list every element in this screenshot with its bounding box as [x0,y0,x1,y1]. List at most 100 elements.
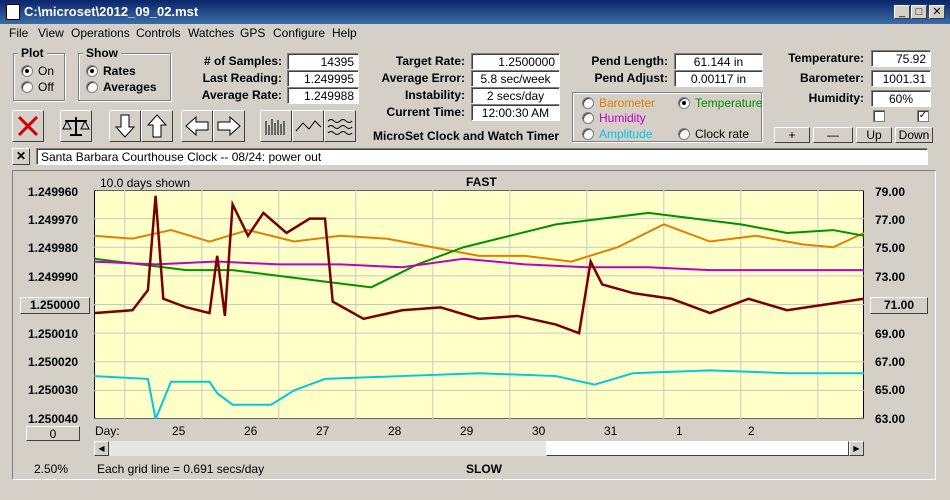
scroll-left-button[interactable]: ◀ [94,441,109,456]
menu-help[interactable]: Help [332,26,357,40]
arrow-down-icon [114,114,136,138]
zero-button[interactable]: 0 [26,426,80,441]
temperature-radio[interactable] [678,97,690,109]
temperature-field: 75.92 [871,50,931,67]
show-group-title: Show [83,46,121,60]
menu-controls[interactable]: Controls [136,26,181,40]
current-time-field: 12:00:30 AM [471,104,560,121]
clear-note-button[interactable]: ✕ [12,148,30,165]
instability-label: Instability: [404,88,465,102]
arrow-up-icon [146,114,168,138]
move-left-button[interactable] [181,110,213,142]
y-tick-left: 1.249970 [28,213,79,227]
days-shown-label: 10.0 days shown [100,176,191,190]
y-tick-left: 1.250030 [28,383,79,397]
note-field[interactable]: Santa Barbara Courthouse Clock -- 08/24:… [36,148,928,165]
humidity-radio[interactable] [582,112,594,124]
move-up-button[interactable] [141,110,173,142]
y-tick-left: 1.250020 [28,355,79,369]
clock-rate-option: Clock rate [695,127,750,141]
amplitude-radio[interactable] [582,128,594,140]
day-axis-label: Day: [95,424,120,438]
barometer-field: 1001.31 [871,70,931,87]
y-tick-right: 67.00 [875,355,906,369]
line-chart-icon [295,120,322,132]
plot-off-radio[interactable] [21,81,33,93]
barometer-option: Barometer [599,96,656,110]
samples-label: # of Samples: [203,54,282,68]
show-rates-radio[interactable] [86,65,98,77]
slow-label: SLOW [466,462,502,476]
bars-icon [265,119,285,135]
series-line [94,257,864,272]
app-icon [6,4,20,20]
pend-length-field: 61.144 in [674,53,763,70]
app-label: MicroSet Clock and Watch Timer [373,129,560,143]
up-button[interactable]: Up [856,127,892,143]
balance-button[interactable] [60,110,92,142]
current-time-label: Current Time: [386,105,465,119]
y-tick-right: 69.00 [875,327,906,341]
plus-button[interactable]: + [774,127,810,143]
y-tick-right: 65.00 [875,383,906,397]
humidity-label: Humidity: [808,91,864,105]
minus-button[interactable]: — [813,127,853,143]
chart-svg [94,190,864,419]
move-down-button[interactable] [109,110,141,142]
x-tick: 26 [244,424,258,438]
average-rate-label: Average Rate: [201,88,282,102]
clock-rate-radio[interactable] [678,128,690,140]
wave-view-button[interactable] [324,110,356,142]
menu-gps[interactable]: GPS [240,26,266,40]
y-tick-left: 1.250040 [28,412,79,426]
line-view-button[interactable] [292,110,324,142]
left-axis-button[interactable]: 1.250000 [20,297,90,314]
plot-on-label: On [38,64,55,78]
temperature-option: Temperature [695,96,763,110]
show-averages-radio[interactable] [86,81,98,93]
menu-file[interactable]: File [9,26,29,40]
show-rates-label: Rates [103,64,136,78]
scroll-thumb[interactable] [546,441,849,456]
average-rate-field: 1.249988 [287,87,359,104]
scale-icon [62,117,90,136]
y-tick-left: 1.249980 [28,241,79,255]
down-button[interactable]: Down [895,127,933,143]
y-tick-right: 63.00 [875,412,906,426]
x-tick: 31 [604,424,618,438]
series-line [94,223,864,263]
menu-view[interactable]: View [38,26,64,40]
checkbox-2[interactable]: ✓ [917,110,929,122]
minimize-button[interactable]: _ [894,5,910,19]
average-error-label: Average Error: [381,71,465,85]
maximize-button[interactable]: □ [911,5,927,19]
menu-watches[interactable]: Watches [188,26,235,40]
fast-label: FAST [466,175,497,189]
bar-view-button[interactable] [260,110,292,142]
delete-button[interactable] [12,110,44,142]
window-title: C:\microset\2012_09_02.mst [24,4,199,19]
target-rate-field: 1.2500000 [471,53,560,70]
menu-configure[interactable]: Configure [273,26,326,40]
move-right-button[interactable] [213,110,245,142]
x-tick: 28 [388,424,402,438]
graph-panel [12,170,936,480]
show-group [78,53,171,101]
plot-on-radio[interactable] [21,65,33,77]
sensor-group [572,92,762,142]
plot-off-label: Off [38,80,54,94]
barometer-radio[interactable] [582,97,594,109]
close-button[interactable]: ✕ [929,5,945,19]
series-line [94,211,864,289]
x-tick: 27 [316,424,330,438]
scroll-right-button[interactable]: ▶ [849,441,864,456]
right-axis-button[interactable]: 71.00 [870,297,928,314]
checkbox-1[interactable] [873,110,885,122]
instability-field: 2 secs/day [471,87,560,104]
x-tick: 1 [676,424,683,438]
x-tick: 2 [748,424,755,438]
pend-adjust-label: Pend Adjust: [594,71,668,85]
menu-operations[interactable]: Operations [71,26,130,40]
red-x-icon [17,115,39,137]
humidity-option: Humidity [599,111,646,125]
